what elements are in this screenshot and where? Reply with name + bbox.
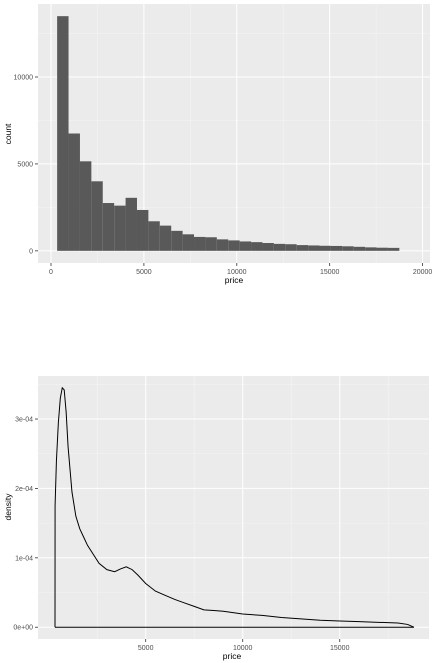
y-tick-label: 1e-04 — [15, 555, 33, 562]
histogram-major-gridlines — [38, 4, 430, 263]
histogram-bar — [319, 245, 331, 251]
histogram-x-ticks: 0 5000 10000 15000 20000 — [49, 263, 432, 276]
density-curve — [54, 386, 415, 628]
histogram-bar — [91, 181, 103, 251]
x-tick-label: 10000 — [233, 645, 253, 652]
histogram-bar — [79, 161, 92, 251]
y-tick-label: 2e-04 — [15, 486, 33, 493]
histogram-chart: 0 5000 10000 15000 20000 0 5000 10000 price co… — [3, 4, 432, 285]
histogram-bar — [57, 16, 69, 251]
x-tick-label: 5000 — [138, 645, 154, 652]
histogram-bar — [159, 225, 172, 251]
density-panel — [38, 376, 429, 639]
histogram-bar — [239, 241, 252, 251]
histogram-bar — [148, 221, 160, 251]
histogram-bar — [68, 133, 80, 251]
histogram-bar — [296, 245, 309, 251]
histogram-y-ticks: 0 5000 10000 — [14, 75, 38, 255]
y-tick-label: 5000 — [17, 161, 33, 168]
histogram-bar — [330, 245, 343, 251]
y-tick-label: 10000 — [14, 75, 34, 82]
density-chart: 5000 10000 15000 0e+00 1e-04 2e-04 3e-04 pric… — [3, 376, 429, 661]
histogram-bar — [365, 247, 377, 251]
y-tick-label: 0 — [29, 248, 33, 255]
histogram-bar — [205, 237, 217, 251]
x-tick-label: 20000 — [413, 269, 433, 276]
histogram-bar — [273, 243, 286, 251]
histogram-bar — [387, 247, 400, 251]
x-tick-label: 0 — [49, 269, 53, 276]
histogram-bar — [171, 230, 183, 251]
histogram-bar — [102, 203, 115, 251]
histogram-bar — [228, 240, 240, 251]
histogram-bar — [125, 197, 137, 251]
density-y-ticks: 0e+00 1e-04 2e-04 3e-04 — [13, 417, 38, 632]
density-minor-gridlines — [38, 376, 429, 639]
density-x-ticks: 5000 10000 15000 — [138, 639, 350, 652]
histogram-bar — [251, 242, 263, 251]
y-tick-label: 0e+00 — [13, 625, 33, 632]
histogram-bar — [285, 244, 297, 251]
histogram-bars — [57, 16, 400, 251]
histogram-bar — [262, 243, 274, 251]
density-x-axis-title: price — [223, 651, 242, 661]
histogram-bar — [114, 205, 126, 251]
histogram-bar — [216, 239, 229, 251]
histogram-bar — [308, 245, 320, 251]
histogram-y-axis-title: count — [3, 123, 13, 144]
x-tick-label: 5000 — [136, 269, 152, 276]
y-tick-label: 3e-04 — [15, 417, 33, 424]
x-tick-label: 15000 — [330, 645, 350, 652]
density-y-axis-title: density — [3, 493, 13, 521]
histogram-bar — [353, 246, 366, 251]
histogram-bar — [194, 236, 206, 251]
histogram-bar — [342, 246, 354, 251]
x-tick-label: 15000 — [320, 269, 340, 276]
histogram-minor-gridlines — [38, 4, 430, 263]
histogram-bar — [136, 209, 149, 251]
histogram-x-axis-title: price — [225, 275, 244, 285]
histogram-bar — [182, 234, 195, 251]
histogram-bar — [376, 247, 388, 251]
x-tick-label: 10000 — [227, 269, 247, 276]
